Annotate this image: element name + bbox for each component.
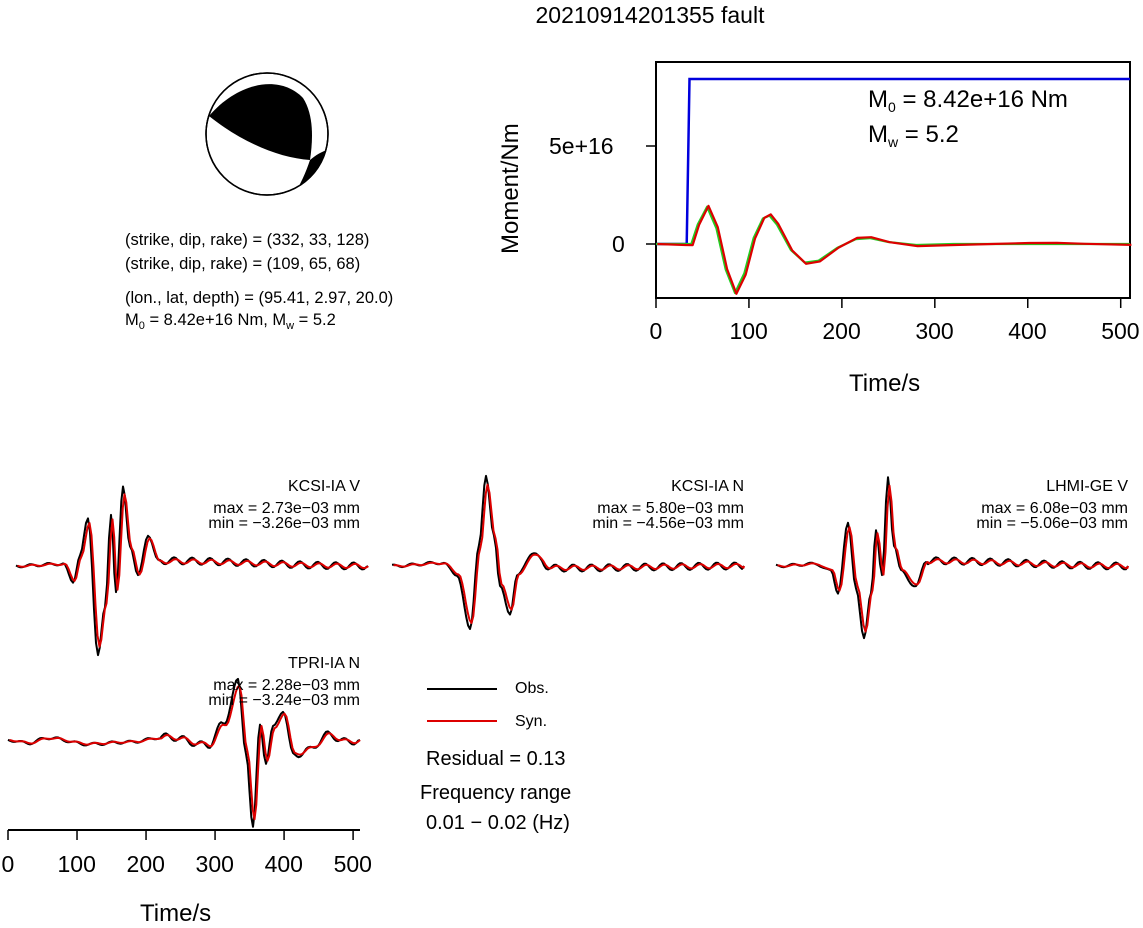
max-amplitude: max = 6.08e−03 mm (981, 500, 1128, 517)
xtick-label: 200 (822, 318, 861, 344)
waveform-time-axis (7, 829, 360, 840)
xtick-label: 500 (333, 851, 372, 877)
max-amplitude: max = 2.73e−03 mm (213, 500, 360, 517)
moment-rate-line-red (657, 204, 1132, 295)
synthetic-waveform (9, 684, 361, 821)
nodal-plane-2: (strike, dip, rake) = (109, 65, 68) (125, 255, 361, 273)
synthetic-waveform (393, 483, 745, 624)
synthetic-waveform (777, 484, 1129, 633)
min-amplitude: min = −3.26e−03 mm (208, 515, 360, 532)
xtick-label: 300 (915, 318, 954, 344)
station-label: KCSI-IA N (671, 478, 744, 495)
moment-plot (646, 61, 1132, 308)
m0-annotation: M0 = 8.42e+16 Nm (868, 86, 1068, 115)
station-label: TPRI-IA N (287, 655, 360, 672)
xtick-label: 400 (1008, 318, 1047, 344)
mw-annotation: Mw = 5.2 (868, 121, 959, 150)
moment-rate-line-green (656, 205, 1130, 295)
residual-text: Residual = 0.13 (426, 748, 566, 770)
nodal-plane-1: (strike, dip, rake) = (332, 33, 128) (125, 231, 370, 249)
min-amplitude: min = −3.24e−03 mm (208, 692, 360, 709)
waveform-xlabel: Time/s (140, 900, 212, 927)
station-label: KCSI-IA V (287, 478, 360, 495)
legend-obs-label: Obs. (515, 680, 549, 697)
ytick-label-0: 0 (612, 231, 625, 257)
synthetic-waveform (17, 493, 369, 648)
max-amplitude: max = 2.28e−03 mm (213, 677, 360, 694)
legend-syn-label: Syn. (515, 713, 548, 730)
xtick-label: 0 (649, 318, 663, 344)
hypocenter-location: (lon., lat, depth) = (95.41, 2.97, 20.0) (125, 289, 394, 307)
figure-title: 20210914201355 fault (535, 2, 765, 28)
xtick-label: 100 (729, 318, 768, 344)
station-label: LHMI-GE V (1046, 478, 1128, 495)
moment-plot-frame (655, 61, 1131, 299)
moment-magnitude-summary: M0 = 8.42e+16 Nm, Mw = 5.2 (125, 311, 336, 332)
xtick-label: 200 (126, 851, 165, 877)
min-amplitude: min = −4.56e−03 mm (592, 515, 744, 532)
ytick-label-5e16: 5e+16 (549, 133, 614, 159)
xtick-label: 400 (264, 851, 303, 877)
frequency-range-value: 0.01 − 0.02 (Hz) (426, 812, 570, 834)
max-amplitude: max = 5.80e−03 mm (597, 500, 744, 517)
waveform-panels (7, 474, 1129, 828)
frequency-range-label: Frequency range (420, 782, 572, 804)
beachball (205, 72, 329, 196)
xtick-label: 100 (57, 851, 96, 877)
beachball-compressional-quadrant (209, 84, 313, 160)
observed-waveform (391, 474, 745, 630)
xtick-label: 300 (195, 851, 234, 877)
min-amplitude: min = −5.06e−03 mm (976, 515, 1128, 532)
xtick-label: 0 (1, 851, 15, 877)
xtick-label: 500 (1101, 318, 1140, 344)
moment-xlabel: Time/s (849, 370, 921, 397)
